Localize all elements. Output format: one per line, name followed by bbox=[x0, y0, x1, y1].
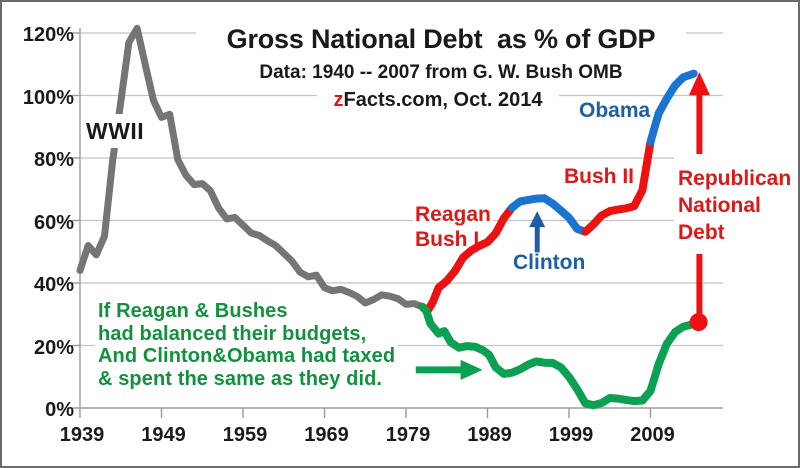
obama-label: Obama bbox=[577, 98, 653, 124]
y-axis-tick-label: 0% bbox=[45, 399, 74, 421]
republican-debt-dot bbox=[689, 313, 708, 332]
y-axis-tick-label: 80% bbox=[33, 149, 74, 171]
series-clinton bbox=[508, 194, 590, 236]
series-counterfactual bbox=[418, 302, 695, 410]
counterfactual-note-line4: & spent the same as they did. bbox=[98, 367, 383, 390]
reagan-label-line1: Reagan bbox=[415, 203, 491, 226]
y-axis-tick-label: 40% bbox=[33, 274, 74, 296]
clinton-label: Clinton bbox=[511, 250, 588, 276]
x-axis-tick-label: 1999 bbox=[548, 424, 594, 446]
y-axis-tick-label: 100% bbox=[22, 86, 74, 109]
republican-label-line3: Debt bbox=[678, 221, 725, 244]
clinton-arrow-head bbox=[529, 211, 546, 228]
republican-debt-arrow-head bbox=[688, 72, 710, 96]
x-axis-tick-label: 1989 bbox=[467, 424, 512, 446]
brand-line: zFacts.com, Oct. 2014 bbox=[317, 88, 559, 113]
x-axis-tick-label: 1969 bbox=[304, 424, 349, 446]
chart-subtitle: Data: 1940 -- 2007 from G. W. Bush OMB bbox=[196, 60, 686, 85]
counterfactual-note-line2: had balanced their budgets, bbox=[98, 322, 367, 345]
chart-title: Gross National Debt as % of GDP bbox=[196, 23, 686, 56]
reagan-label-line2: Bush I bbox=[415, 228, 480, 251]
x-axis-tick-label: 1939 bbox=[59, 424, 105, 446]
x-axis-tick-label: 1959 bbox=[222, 424, 268, 446]
republican-label-line2: National bbox=[678, 194, 761, 217]
y-axis-tick-label: 60% bbox=[33, 211, 74, 234]
x-axis-tick-label: 1979 bbox=[385, 424, 431, 446]
counterfactual-arrow-head bbox=[460, 359, 483, 380]
y-axis-tick-label: 120% bbox=[22, 24, 74, 46]
counterfactual-note: If Reagan & Bushes had balanced their bu… bbox=[95, 298, 399, 392]
republican-national-debt-label: Republican National Debt bbox=[674, 154, 792, 254]
brand-z: z bbox=[333, 89, 344, 111]
brand-rest: Facts.com, Oct. 2014 bbox=[343, 89, 543, 111]
counterfactual-note-line1: If Reagan & Bushes bbox=[98, 300, 288, 322]
republican-label-line1: Republican bbox=[678, 167, 792, 190]
bush-ii-label: Bush II bbox=[562, 164, 637, 190]
y-axis-tick-label: 20% bbox=[33, 336, 74, 359]
wwii-label: WWII bbox=[82, 114, 149, 148]
x-axis-tick-label: 2009 bbox=[630, 424, 675, 446]
counterfactual-note-line3: And Clinton&Obama had taxed bbox=[98, 345, 396, 367]
reagan-bush1-label: Reagan Bush I bbox=[413, 202, 493, 252]
x-axis-tick-label: 1949 bbox=[141, 424, 186, 446]
